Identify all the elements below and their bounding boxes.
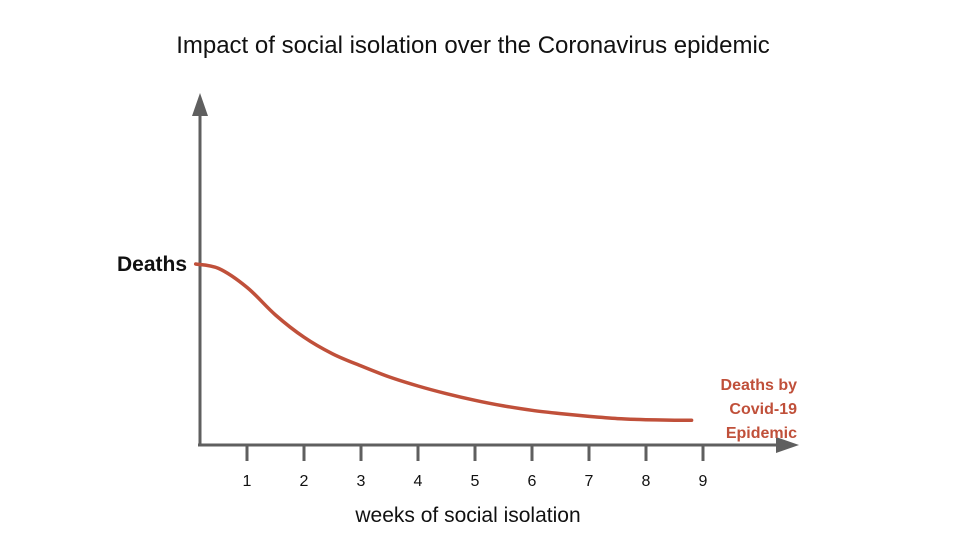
x-tick-label-5: 5	[471, 473, 480, 490]
x-tick-label-4: 4	[414, 473, 423, 490]
chart-axes	[192, 93, 799, 453]
series-label-line-2: Covid-19	[729, 401, 797, 418]
series-label-deaths: Deaths by Covid-19 Epidemic	[721, 377, 798, 442]
x-axis-label: weeks of social isolation	[354, 504, 580, 527]
chart-title: Impact of social isolation over the Coro…	[176, 32, 770, 59]
series-label-line-1: Deaths by	[721, 377, 798, 394]
x-tick-label-2: 2	[300, 473, 309, 490]
x-tick-label-3: 3	[357, 473, 366, 490]
series-line-deaths	[193, 262, 694, 422]
x-tick-label-6: 6	[528, 473, 537, 490]
x-tick-label-8: 8	[642, 473, 651, 490]
series-label-line-3: Epidemic	[726, 425, 797, 442]
x-tick-label-7: 7	[585, 473, 594, 490]
x-tick-labels: 1 2 3 4 5 6 7 8 9	[243, 473, 708, 490]
x-ticks	[245, 445, 705, 461]
y-axis-label: Deaths	[117, 253, 187, 276]
x-tick-label-9: 9	[699, 473, 708, 490]
x-axis-arrowhead	[776, 437, 799, 453]
x-tick-label-1: 1	[243, 473, 252, 490]
y-axis-arrowhead	[192, 93, 208, 116]
